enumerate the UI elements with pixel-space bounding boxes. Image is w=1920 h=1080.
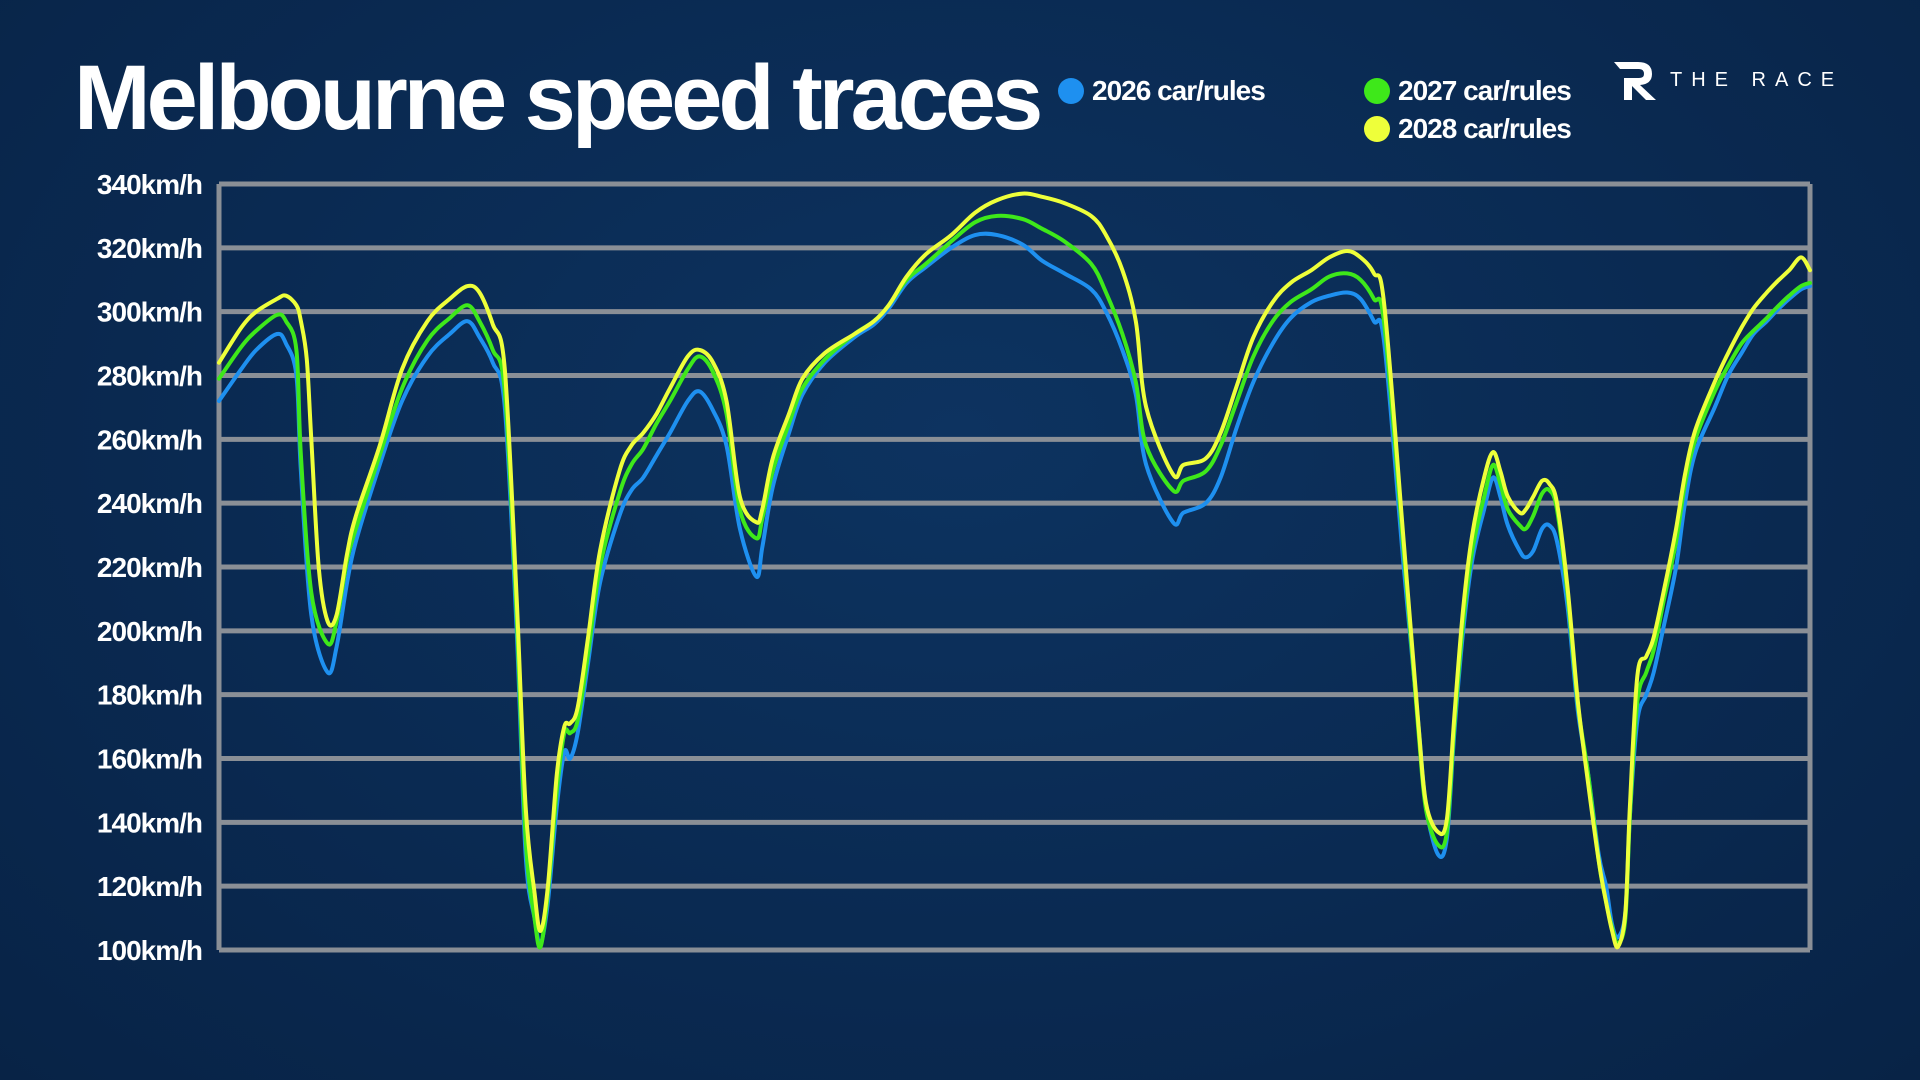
- legend-dot-2028: [1364, 116, 1390, 142]
- legend-item-2026: 2026 car/rules: [1058, 75, 1266, 107]
- y-tick-label-240: 240km/h: [97, 488, 202, 519]
- y-tick-label-200: 200km/h: [97, 616, 202, 647]
- chart-title: Melbourne speed traces: [74, 47, 1043, 149]
- legend-dot-2026: [1058, 78, 1084, 104]
- legend-label-2026: 2026 car/rules: [1092, 75, 1266, 106]
- y-tick-label-100: 100km/h: [97, 935, 202, 966]
- y-tick-label-340: 340km/h: [97, 169, 202, 200]
- the-race-logo: THE RACE: [1612, 58, 1843, 102]
- series-line-2026: [217, 231, 1812, 946]
- series-layer: [217, 191, 1812, 950]
- y-tick-label-140: 140km/h: [97, 807, 202, 838]
- y-tick-label-120: 120km/h: [97, 871, 202, 902]
- logo-text: THE RACE: [1670, 68, 1844, 91]
- legend-label-2027: 2027 car/rules: [1398, 75, 1572, 106]
- y-tick-label-220: 220km/h: [97, 552, 202, 583]
- y-tick-label-180: 180km/h: [97, 680, 202, 711]
- legend-item-2027: 2027 car/rules: [1364, 75, 1572, 107]
- legend-item-2028: 2028 car/rules: [1364, 113, 1572, 145]
- legend-label-2028: 2028 car/rules: [1398, 113, 1572, 144]
- y-tick-label-300: 300km/h: [97, 297, 202, 328]
- y-tick-label-260: 260km/h: [97, 424, 202, 455]
- y-tick-labels: 100km/h 120km/h 140km/h 160km/h 180km/h 200km…: [97, 169, 203, 966]
- legend-dot-2027: [1364, 78, 1390, 104]
- y-tick-label-160: 160km/h: [97, 744, 202, 775]
- y-tick-label-320: 320km/h: [97, 233, 202, 264]
- grid-layer: [216, 181, 1813, 953]
- r-logo-icon: [1614, 62, 1656, 100]
- series-line-2028: [217, 191, 1812, 950]
- y-tick-label-280: 280km/h: [97, 361, 202, 392]
